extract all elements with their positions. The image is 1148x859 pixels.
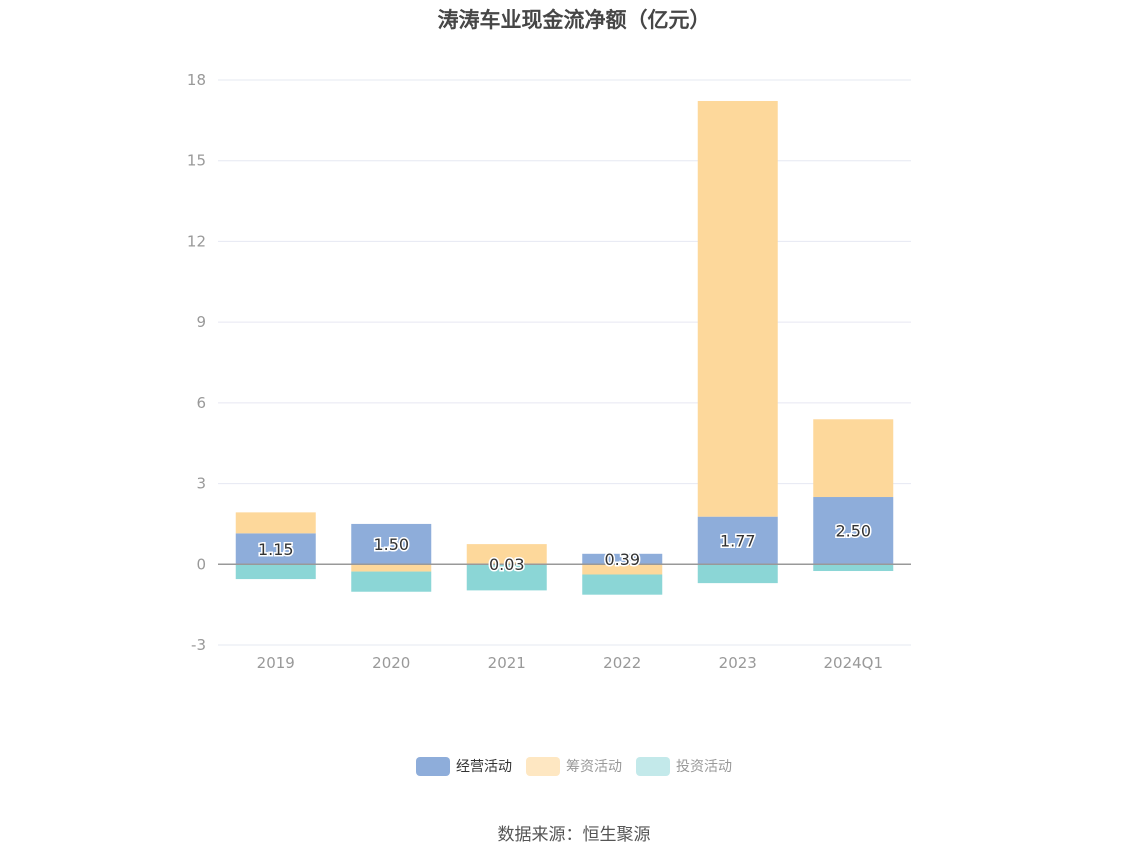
bar-financing[interactable]	[235, 512, 316, 534]
y-tick-label: -3	[191, 636, 206, 654]
legend-item-operating[interactable]: 经营活动	[416, 756, 512, 776]
source-note: 数据来源：恒生聚源	[497, 825, 651, 845]
bar-financing[interactable]	[466, 544, 547, 564]
chart-plot: 1.15 1.50 0.03 0.39 1.77 2.50 -3 0 3 6 9 12 15 18 201…	[187, 71, 911, 672]
legend-swatch-operating	[416, 756, 450, 776]
data-label-operating: 0.39	[604, 550, 640, 569]
legend-label-financing: 筹资活动	[566, 759, 622, 775]
legend: 经营活动 筹资活动 投资活动	[0, 756, 1148, 776]
data-label-operating: 1.50	[373, 535, 409, 554]
x-tick-label: 2024Q1	[823, 654, 883, 672]
y-tick-label: 18	[187, 71, 206, 89]
x-tick-label: 2019	[257, 654, 295, 672]
grid-layer	[218, 79, 911, 646]
bar-financing[interactable]	[697, 100, 778, 517]
bar-operating[interactable]	[813, 497, 894, 565]
x-tick-label: 2020	[372, 654, 410, 672]
data-label-operating: 2.50	[835, 522, 871, 541]
y-tick-label: 12	[187, 232, 206, 250]
bar-operating[interactable]	[582, 553, 663, 565]
y-tick-label: 15	[187, 152, 206, 170]
bar-financing[interactable]	[351, 564, 432, 572]
data-label-operating: 1.77	[720, 531, 756, 550]
legend-item-financing[interactable]: 筹资活动	[526, 756, 622, 776]
chart-title: 涛涛车业现金流净额（亿元）	[437, 8, 711, 32]
data-label-operating: 0.03	[489, 555, 525, 574]
bar-investing[interactable]	[697, 564, 778, 584]
legend-item-investing[interactable]: 投资活动	[636, 756, 732, 776]
y-tick-label: 9	[196, 313, 206, 331]
y-tick-label: 6	[196, 394, 206, 412]
bar-financing[interactable]	[582, 564, 663, 575]
legend-label-operating: 经营活动	[456, 759, 512, 775]
bar-financing[interactable]	[813, 419, 894, 498]
bar-operating[interactable]	[235, 533, 316, 565]
axis-labels-layer: -3 0 3 6 9 12 15 18 2019 2020 2021 2022 2023 2024Q1	[187, 71, 883, 672]
data-label-operating: 1.15	[258, 540, 294, 559]
data-labels-layer: 1.15 1.50 0.03 0.39 1.77 2.50	[256, 520, 872, 575]
y-tick-label: 3	[196, 475, 206, 493]
bar-investing[interactable]	[582, 574, 663, 595]
legend-swatch-investing	[636, 756, 670, 776]
bar-investing[interactable]	[466, 564, 547, 591]
bars-layer	[235, 100, 894, 595]
bar-investing[interactable]	[235, 564, 316, 580]
x-tick-label: 2023	[719, 654, 757, 672]
x-tick-label: 2021	[488, 654, 526, 672]
bar-operating[interactable]	[351, 523, 432, 565]
y-tick-label: 0	[196, 555, 206, 573]
bar-operating[interactable]	[697, 516, 778, 565]
legend-label-investing: 投资活动	[676, 759, 732, 775]
bar-investing[interactable]	[813, 564, 894, 572]
x-tick-label: 2022	[603, 654, 641, 672]
bar-investing[interactable]	[351, 571, 432, 592]
legend-swatch-financing	[526, 756, 560, 776]
